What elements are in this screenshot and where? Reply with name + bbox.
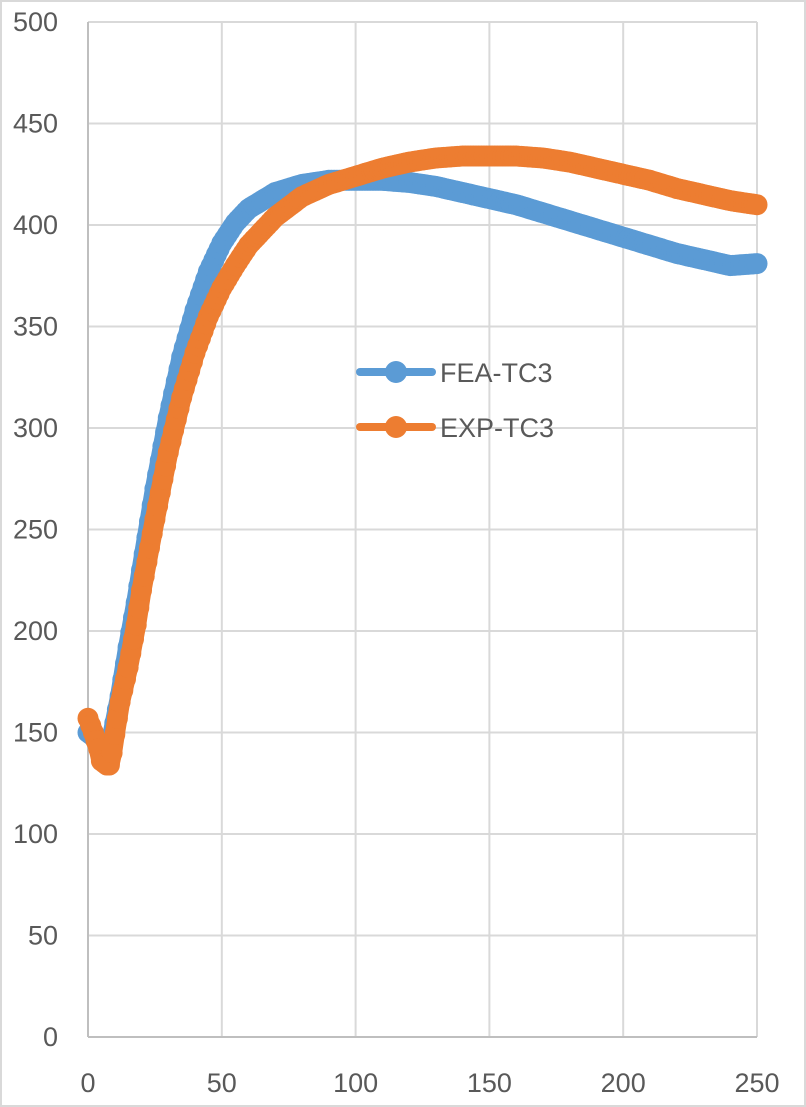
data-point — [128, 597, 150, 619]
y-tick-label: 200 — [13, 616, 58, 646]
x-tick-label: 200 — [601, 1068, 646, 1098]
y-tick-label: 250 — [13, 515, 58, 545]
data-point — [104, 724, 126, 745]
legend-marker-exp-icon — [385, 416, 407, 438]
data-point — [125, 614, 147, 636]
y-tick-label: 350 — [13, 312, 58, 342]
y-tick-label: 500 — [13, 7, 58, 37]
data-point — [746, 194, 768, 216]
x-tick-label: 0 — [80, 1068, 95, 1098]
x-tick-label: 100 — [333, 1068, 378, 1098]
data-point — [101, 742, 123, 764]
y-tick-label: 450 — [13, 109, 58, 139]
y-tick-label: 100 — [13, 819, 58, 849]
y-tick-label: 50 — [28, 921, 58, 951]
legend-label-exp: EXP-TC3 — [440, 413, 554, 443]
x-tick-label: 50 — [207, 1068, 237, 1098]
y-tick-label: 400 — [13, 210, 58, 240]
gridlines — [87, 21, 758, 1038]
series-exp-tc3 — [77, 145, 768, 776]
series-line — [78, 170, 767, 761]
legend-item-fea[interactable]: FEA-TC3 — [356, 358, 553, 388]
y-axis-labels: 0 50 100 150 200 250 300 350 400 450 500 — [13, 7, 58, 1052]
chart-legend: FEA-TC3 EXP-TC3 — [356, 358, 554, 443]
legend-label-fea: FEA-TC3 — [440, 358, 553, 388]
y-tick-label: 300 — [13, 413, 58, 443]
x-tick-label: 150 — [467, 1068, 512, 1098]
y-tick-label: 150 — [13, 718, 58, 748]
data-point — [106, 707, 128, 729]
x-axis-labels: 0 50 100 150 200 250 — [80, 1068, 779, 1098]
legend-marker-fea-icon — [385, 361, 407, 383]
legend-item-exp[interactable]: EXP-TC3 — [356, 413, 554, 443]
y-tick-label: 0 — [43, 1022, 58, 1052]
data-series — [77, 145, 768, 776]
x-tick-label: 250 — [734, 1068, 779, 1098]
series-fea-tc3 — [77, 169, 768, 762]
data-point — [746, 253, 768, 275]
